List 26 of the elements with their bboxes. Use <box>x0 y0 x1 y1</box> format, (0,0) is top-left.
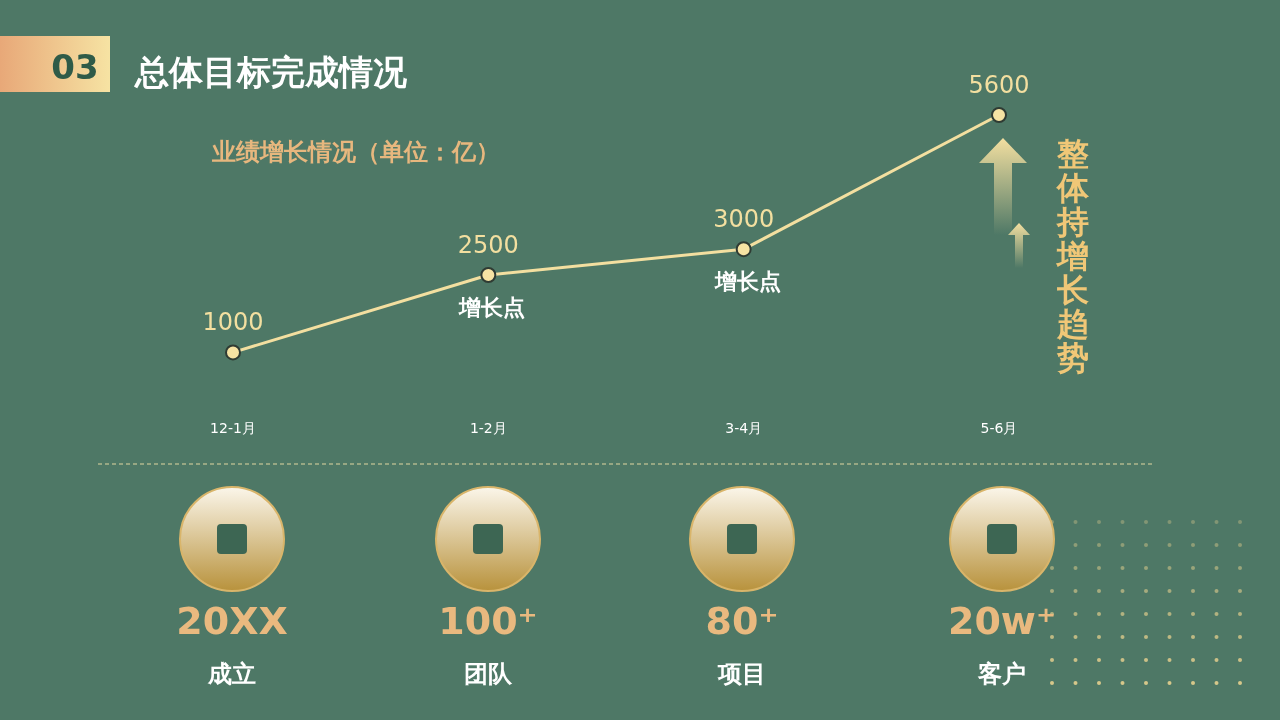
point <box>225 344 241 361</box>
x-tick-label: 3-4月 <box>725 420 763 436</box>
data-label: 5600 <box>968 71 1030 99</box>
x-tick-label: 1-2月 <box>469 420 507 436</box>
chart-title: 总体目标完成情况 <box>133 52 408 92</box>
text: 100⁺ <box>438 599 538 643</box>
text: 项目 <box>717 660 766 688</box>
point <box>735 241 752 258</box>
annotation: 增长点 <box>713 269 781 295</box>
data-label: 2500 <box>457 230 519 259</box>
text: 20XX <box>176 599 288 643</box>
annotation: 整体持增长趋势 <box>1055 135 1090 377</box>
text: 20w⁺ <box>947 599 1057 643</box>
text: 80⁺ <box>705 599 779 643</box>
data-label: 3000 <box>713 205 775 234</box>
text: 团队 <box>464 660 513 688</box>
x-tick-label: 5-6月 <box>980 420 1018 436</box>
point <box>991 107 1007 123</box>
text: 业绩增长情况（单位：亿） <box>211 138 500 166</box>
x-tick-label: 12-1月 <box>210 420 256 436</box>
point <box>480 266 497 283</box>
annotation: 增长点 <box>458 294 526 320</box>
data-label: 1000 <box>202 308 264 337</box>
text: 客户 <box>977 660 1026 688</box>
text: 成立 <box>207 660 256 688</box>
text: 03 <box>51 47 99 87</box>
